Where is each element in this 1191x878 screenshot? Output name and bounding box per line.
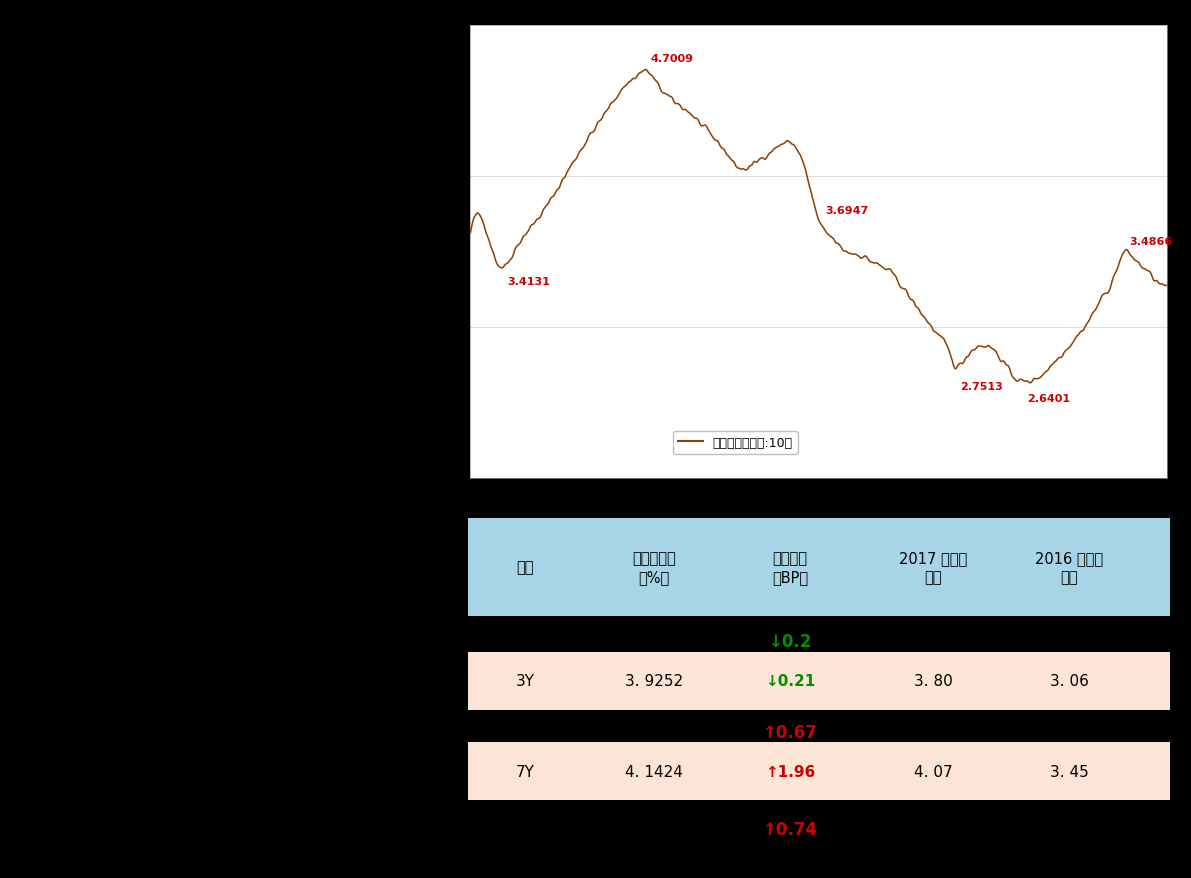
Legend: 国傘到期收益率:10年: 国傘到期收益率:10年: [673, 431, 798, 454]
Text: 2.6401: 2.6401: [1028, 393, 1071, 403]
Text: 3.6947: 3.6947: [825, 205, 868, 215]
Text: 7Y: 7Y: [516, 764, 535, 779]
Text: 3. 06: 3. 06: [1050, 673, 1089, 688]
Text: ↑0.67: ↑0.67: [762, 723, 817, 741]
FancyBboxPatch shape: [468, 518, 1170, 616]
FancyBboxPatch shape: [468, 652, 1170, 710]
Text: ↓0.21: ↓0.21: [765, 673, 816, 688]
Text: 4. 1424: 4. 1424: [625, 764, 684, 779]
Text: 3Y: 3Y: [516, 673, 535, 688]
Text: 当日变动
（BP）: 当日变动 （BP）: [772, 551, 809, 584]
Text: ↓0.2: ↓0.2: [768, 632, 812, 651]
Text: 2016 年以来
均値: 2016 年以来 均値: [1035, 551, 1103, 584]
Text: ↑1.96: ↑1.96: [765, 764, 816, 779]
Text: 3. 80: 3. 80: [913, 673, 953, 688]
Text: 3.4866: 3.4866: [1129, 237, 1172, 247]
Text: 4. 07: 4. 07: [913, 764, 953, 779]
Text: 现价收益率
（%）: 现价收益率 （%）: [632, 551, 676, 584]
Text: 2.7513: 2.7513: [960, 382, 1003, 392]
Text: 3.4131: 3.4131: [507, 277, 550, 287]
Text: 3. 45: 3. 45: [1050, 764, 1089, 779]
Text: 3. 9252: 3. 9252: [625, 673, 684, 688]
Text: 期限: 期限: [517, 559, 534, 575]
FancyBboxPatch shape: [468, 743, 1170, 801]
Text: ↑0.74: ↑0.74: [762, 820, 818, 838]
Text: 2017 年以来
均値: 2017 年以来 均値: [899, 551, 967, 584]
Text: 4.7009: 4.7009: [650, 54, 693, 63]
